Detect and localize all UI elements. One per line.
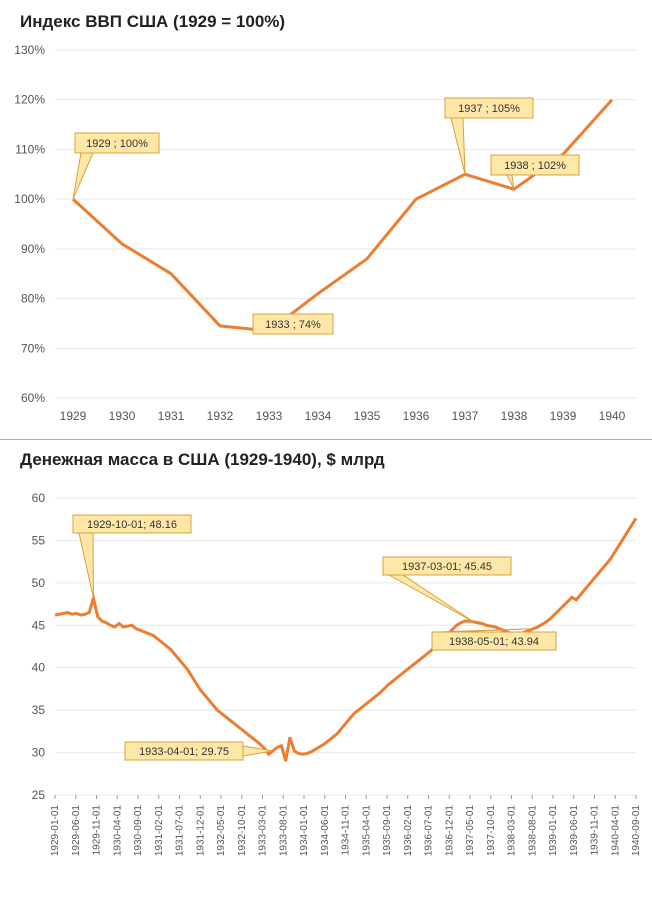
callout-leader <box>389 575 474 622</box>
chart1-y-tick: 60% <box>21 391 45 405</box>
chart1-y-tick: 120% <box>14 93 45 107</box>
chart1-x-tick: 1935 <box>354 409 381 423</box>
callout-label: 1929-10-01; 48.16 <box>87 519 177 531</box>
page-root: Индекс ВВП США (1929 = 100%) 60% 70% 80% 90… <box>0 0 652 915</box>
chart2-x-tick: 1936-02-01 <box>403 805 414 857</box>
chart2-x-tick: 1934-01-01 <box>299 805 310 857</box>
chart2-x-tick: 1930-09-01 <box>133 805 144 857</box>
callout-leader <box>73 153 93 199</box>
chart2-x-tick: 1936-12-01 <box>444 805 455 857</box>
chart2-x-tick: 1939-06-01 <box>569 805 580 857</box>
chart1-x-tick: 1933 <box>256 409 283 423</box>
callout-label: 1929 ; 100% <box>86 138 148 150</box>
chart2-x-tick: 1932-05-01 <box>216 805 227 857</box>
chart1-y-tick: 90% <box>21 242 45 256</box>
chart2-y-tick: 60 <box>32 491 46 505</box>
chart2-x-tick: 1935-09-01 <box>382 805 393 857</box>
chart1-y-tick: 70% <box>21 341 45 355</box>
chart1-x-tick: 1931 <box>158 409 185 423</box>
callout-leader <box>79 533 93 598</box>
chart2-x-tick: 1929-01-01 <box>50 805 61 857</box>
chart1-x-tick: 1932 <box>207 409 234 423</box>
chart2-y-tick: 30 <box>32 746 46 760</box>
chart2-svg: 25 30 35 40 45 50 55 60 1929-01-01 1929-06-01 1929… <box>0 440 652 915</box>
callout-label: 1938-05-01; 43.94 <box>449 636 539 648</box>
chart2-x-tick: 1929-11-01 <box>92 805 103 856</box>
chart2-x-tick: 1938-03-01 <box>507 805 518 857</box>
chart2-x-tick: 1935-04-01 <box>361 805 372 857</box>
chart2-y-tick: 45 <box>32 618 46 632</box>
chart1-y-tick: 80% <box>21 292 45 306</box>
gdp-index-chart: Индекс ВВП США (1929 = 100%) 60% 70% 80% 90… <box>0 0 652 440</box>
chart1-svg: 60% 70% 80% 90% 100% 110% 120% 130% 1929 1930 1931… <box>0 0 652 440</box>
chart2-x-tick: 1930-04-01 <box>112 805 123 857</box>
callout-leader <box>451 118 465 174</box>
chart2-x-tick: 1940-09-01 <box>631 805 642 857</box>
chart1-y-tick: 110% <box>15 142 45 156</box>
callout-label: 1933 ; 74% <box>265 319 321 331</box>
chart2-x-tick: 1934-11-01 <box>341 805 352 856</box>
callout-label: 1933-04-01; 29.75 <box>139 746 229 758</box>
chart2-y-tick: 35 <box>32 703 46 717</box>
chart1-x-tick: 1938 <box>501 409 528 423</box>
chart1-y-tick: 100% <box>14 192 45 206</box>
chart1-title: Индекс ВВП США (1929 = 100%) <box>20 12 285 32</box>
chart1-x-tick: 1936 <box>403 409 430 423</box>
chart2-x-tick: 1931-02-01 <box>154 805 165 857</box>
callout-label: 1938 ; 102% <box>504 160 566 172</box>
callout-label: 1937 ; 105% <box>458 103 520 115</box>
chart2-x-tick: 1937-10-01 <box>486 805 497 857</box>
callout-label: 1937-03-01; 45.45 <box>402 561 492 573</box>
chart1-x-tick: 1934 <box>305 409 332 423</box>
chart2-y-tick: 25 <box>32 788 46 802</box>
chart2-x-tick: 1931-07-01 <box>175 805 186 857</box>
chart2-title: Денежная масса в США (1929-1940), $ млрд <box>20 450 385 470</box>
chart2-x-tick: 1934-06-01 <box>320 805 331 857</box>
chart2-x-tick: 1939-11-01 <box>590 805 601 856</box>
chart2-x-tick: 1937-05-01 <box>465 805 476 857</box>
chart2-x-tick: 1939-01-01 <box>548 805 559 857</box>
chart2-x-tick: 1940-04-01 <box>610 805 621 857</box>
chart2-x-tick: 1933-03-01 <box>258 805 269 857</box>
chart2-x-tick: 1933-08-01 <box>278 805 289 857</box>
money-supply-chart: Денежная масса в США (1929-1940), $ млрд… <box>0 440 652 915</box>
chart1-x-tick: 1940 <box>599 409 626 423</box>
chart2-x-tick: 1929-06-01 <box>71 805 82 857</box>
chart2-x-tick: 1931-12-01 <box>195 805 206 857</box>
chart1-y-tick: 130% <box>14 43 45 57</box>
chart2-y-tick: 50 <box>32 576 46 590</box>
chart1-x-tick: 1937 <box>452 409 479 423</box>
chart2-x-tick: 1932-10-01 <box>237 805 248 857</box>
chart2-y-tick: 40 <box>32 661 46 675</box>
chart1-x-tick: 1939 <box>550 409 577 423</box>
chart2-x-tick: 1936-07-01 <box>424 805 435 857</box>
chart1-x-tick: 1929 <box>60 409 87 423</box>
chart1-x-tick: 1930 <box>109 409 136 423</box>
chart2-y-tick: 55 <box>32 533 46 547</box>
chart2-x-tick: 1938-08-01 <box>527 805 538 857</box>
